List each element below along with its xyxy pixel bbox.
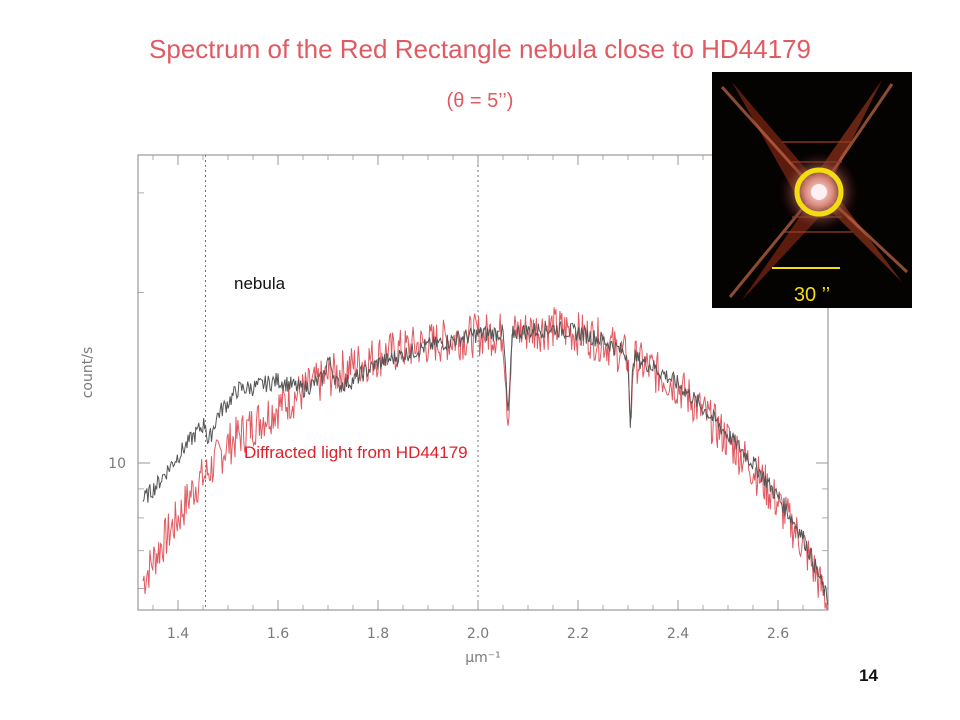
- y-axis-label: count/s: [80, 347, 96, 399]
- y-tick-label: 10: [108, 456, 126, 472]
- plot-frame: [137, 154, 829, 611]
- x-tick-label: 2.6: [767, 626, 789, 642]
- series-line-nebula: [142, 320, 829, 607]
- page-number: 14: [859, 666, 878, 685]
- x-tick-label: 2.4: [667, 626, 689, 642]
- nebula-image: [712, 72, 912, 308]
- scale-bar-label: 30 ’’: [793, 284, 831, 306]
- x-tick-label: 2.2: [567, 626, 589, 642]
- x-tick-label: 2.0: [467, 626, 489, 642]
- slide-subtitle: (θ = 5’’): [446, 90, 514, 112]
- series-line-diffracted: [142, 307, 829, 611]
- series-label-nebula: nebula: [234, 274, 286, 293]
- slide-title: Spectrum of the Red Rectangle nebula clo…: [149, 34, 811, 64]
- nebula-image-inset: 30 ’’: [712, 72, 912, 308]
- aperture-circle: [794, 167, 844, 217]
- series-label-diffracted: Diffracted light from HD44179: [244, 443, 468, 462]
- x-axis-label: μm⁻¹: [465, 650, 501, 666]
- x-tick-label: 1.4: [167, 626, 189, 642]
- x-tick-label: 1.8: [367, 626, 389, 642]
- x-tick-label: 1.6: [267, 626, 289, 642]
